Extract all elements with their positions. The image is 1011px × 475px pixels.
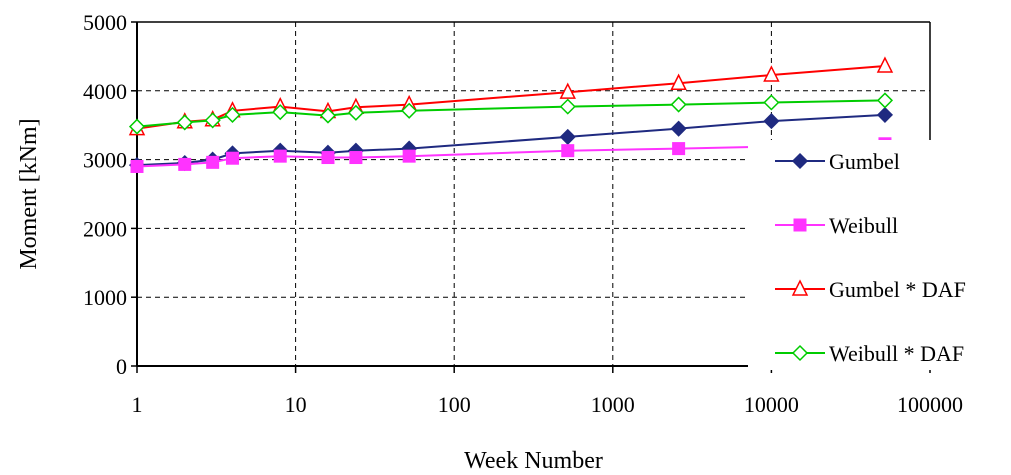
data-point-gumbel <box>876 106 894 123</box>
x-tick-label: 10 <box>285 392 307 417</box>
data-point-weibull-daf <box>763 94 780 111</box>
y-tick-label: 5000 <box>83 10 127 35</box>
legend-box <box>748 140 938 370</box>
data-point-weibull-daf <box>876 92 894 109</box>
legend: Gumbel Weibull Gumbel * DAF Weibull * DAF <box>775 149 966 366</box>
data-point-gumbel <box>670 120 687 137</box>
data-point-weibull-daf <box>204 112 221 129</box>
axes: 0 1000 2000 3000 4000 5000 1 10 100 1000 10000 1000… <box>83 10 963 417</box>
data-point-weibull <box>672 142 686 156</box>
data-point-weibull-daf <box>347 104 364 121</box>
legend-marker-weibull <box>793 218 807 232</box>
legend-background <box>748 140 938 370</box>
data-point-weibull <box>561 144 575 158</box>
legend-label-gumbel-daf: Gumbel * DAF <box>829 277 966 302</box>
data-point-weibull-daf <box>128 118 146 135</box>
data-point-weibull-daf <box>224 106 241 123</box>
x-tick-label: 10000 <box>744 392 799 417</box>
data-point-weibull <box>225 151 239 165</box>
data-point-weibull <box>273 149 287 163</box>
y-tick-label: 1000 <box>83 285 127 310</box>
data-point-gumbel <box>763 113 780 130</box>
data-point-weibull-daf <box>670 96 687 113</box>
data-point-weibull <box>349 151 363 165</box>
data-point-weibull-daf <box>176 114 193 131</box>
data-point-weibull-daf <box>272 104 289 121</box>
legend-label-gumbel: Gumbel <box>829 149 900 174</box>
legend-marker-weibull-daf <box>791 344 809 362</box>
data-point-weibull <box>402 149 416 163</box>
y-tick-label: 2000 <box>83 216 127 241</box>
data-point-weibull <box>321 151 335 165</box>
x-tick-label: 100000 <box>897 392 963 417</box>
data-point-gumbel-daf <box>559 82 576 99</box>
data-point-weibull <box>130 159 144 173</box>
y-tick-label: 0 <box>116 354 127 379</box>
legend-marker-gumbel-daf <box>791 279 809 296</box>
data-point-weibull-daf <box>401 102 418 119</box>
x-tick-label: 1000 <box>591 392 635 417</box>
data-point-gumbel-daf <box>670 73 687 90</box>
data-point-weibull <box>206 155 220 169</box>
data-point-gumbel-daf <box>763 65 780 82</box>
legend-label-weibull-daf: Weibull * DAF <box>829 341 964 366</box>
data-point-gumbel <box>559 128 576 145</box>
data-point-gumbel-daf <box>876 56 894 73</box>
x-tick-label: 100 <box>438 392 471 417</box>
y-tick-label: 4000 <box>83 79 127 104</box>
legend-label-weibull: Weibull <box>829 213 898 238</box>
x-axis-title: Week Number <box>464 448 603 474</box>
data-point-weibull-daf <box>559 98 576 115</box>
data-point-weibull <box>178 157 192 171</box>
y-tick-label: 3000 <box>83 148 127 173</box>
data-point-weibull-daf <box>319 107 337 124</box>
x-tick-label: 1 <box>132 392 143 417</box>
y-axis-title: Moment [kNm] <box>16 118 42 269</box>
legend-marker-gumbel <box>791 152 809 170</box>
